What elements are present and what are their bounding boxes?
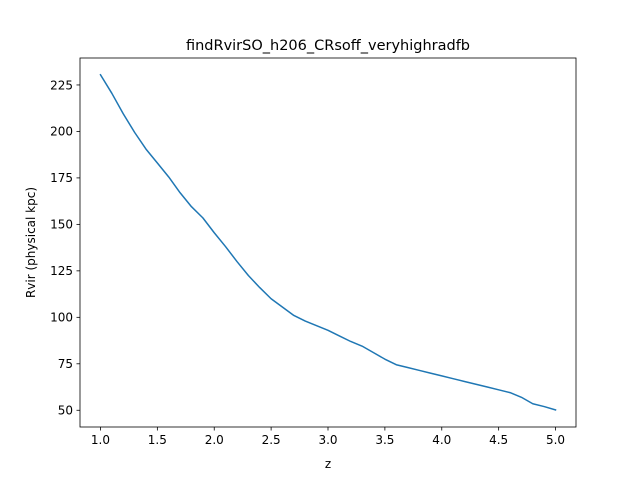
y-tick-label: 200 xyxy=(50,125,73,139)
x-tick-label: 5.0 xyxy=(546,433,565,447)
y-tick-label: 175 xyxy=(50,171,73,185)
x-tick-label: 1.5 xyxy=(148,433,167,447)
y-tick-label: 225 xyxy=(50,78,73,92)
x-tick-label: 4.5 xyxy=(489,433,508,447)
series-layer xyxy=(99,73,557,411)
y-tick-label: 100 xyxy=(50,311,73,325)
x-tick-label: 2.0 xyxy=(205,433,224,447)
y-tick-label: 50 xyxy=(58,404,73,418)
plot-frame xyxy=(79,57,577,428)
x-tick-label: 3.0 xyxy=(318,433,337,447)
y-axis-label: Rvir (physical kpc) xyxy=(24,187,38,298)
x-tick-label: 3.5 xyxy=(375,433,394,447)
y-tick-label: 125 xyxy=(50,264,73,278)
y-tick-label: 150 xyxy=(50,218,73,232)
series-line xyxy=(99,73,557,411)
x-tick-label: 1.0 xyxy=(91,433,110,447)
y-tick-label: 75 xyxy=(58,357,73,371)
x-axis-ticks: 1.0 1.5 2.0 2.5 3.0 3.5 4.0 4.5 5.0 xyxy=(91,427,565,447)
x-axis-label: z xyxy=(325,457,331,471)
x-tick-label: 4.0 xyxy=(432,433,451,447)
plot-area xyxy=(80,58,576,427)
y-axis-ticks: 50 75 100 125 150 175 200 225 xyxy=(50,78,80,418)
x-tick-label: 2.5 xyxy=(262,433,281,447)
chart-title: findRvirSO_h206_CRsoff_veryhighradfb xyxy=(186,38,470,54)
